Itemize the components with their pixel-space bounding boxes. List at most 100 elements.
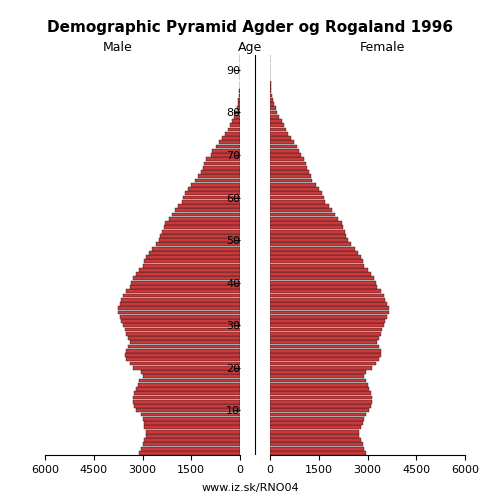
Bar: [191, 183, 240, 186]
Bar: [122, 319, 240, 323]
Bar: [141, 370, 240, 374]
Bar: [270, 94, 272, 98]
Bar: [183, 196, 240, 200]
Bar: [270, 124, 284, 127]
Bar: [270, 374, 364, 378]
Bar: [206, 158, 240, 161]
Bar: [142, 374, 240, 378]
Bar: [136, 408, 240, 412]
Text: Female: Female: [360, 41, 405, 54]
Bar: [126, 290, 240, 293]
Bar: [142, 264, 240, 268]
Bar: [270, 353, 380, 357]
Bar: [270, 174, 310, 178]
Bar: [222, 136, 240, 140]
Bar: [142, 442, 240, 446]
Bar: [130, 340, 240, 344]
Bar: [270, 140, 293, 144]
Text: Demographic Pyramid Agder og Rogaland 1996: Demographic Pyramid Agder og Rogaland 19…: [47, 20, 453, 35]
Bar: [270, 404, 371, 408]
Bar: [130, 285, 240, 289]
Bar: [128, 344, 240, 348]
Bar: [136, 387, 240, 391]
Bar: [226, 132, 240, 136]
Bar: [160, 234, 240, 238]
Bar: [270, 238, 348, 242]
Bar: [182, 200, 240, 203]
Bar: [270, 234, 346, 238]
Bar: [228, 128, 240, 132]
Bar: [270, 178, 312, 182]
Bar: [270, 285, 378, 289]
Bar: [270, 412, 366, 416]
Bar: [204, 162, 240, 166]
Bar: [270, 226, 343, 230]
Bar: [270, 132, 288, 136]
Bar: [237, 106, 240, 110]
Bar: [270, 396, 372, 400]
Bar: [270, 344, 379, 348]
Bar: [120, 315, 240, 318]
Bar: [270, 246, 354, 250]
Bar: [156, 242, 240, 246]
Bar: [123, 294, 240, 298]
Bar: [152, 246, 240, 250]
Bar: [270, 383, 368, 386]
Bar: [134, 404, 240, 408]
Bar: [142, 417, 240, 420]
Bar: [133, 366, 240, 370]
Bar: [130, 362, 240, 366]
Bar: [165, 221, 240, 225]
Bar: [270, 255, 361, 259]
Bar: [212, 149, 240, 152]
Bar: [270, 170, 309, 174]
Bar: [270, 268, 368, 272]
Bar: [270, 362, 376, 366]
Bar: [270, 442, 362, 446]
Bar: [270, 434, 360, 438]
Bar: [159, 238, 240, 242]
Bar: [118, 306, 240, 310]
Bar: [270, 221, 342, 225]
Bar: [270, 340, 378, 344]
Bar: [270, 115, 280, 118]
Bar: [270, 310, 388, 314]
Bar: [239, 90, 240, 93]
Bar: [239, 94, 240, 98]
Bar: [270, 378, 366, 382]
Bar: [123, 324, 240, 327]
Bar: [211, 153, 240, 157]
Bar: [138, 383, 240, 386]
Bar: [270, 110, 278, 114]
Bar: [146, 255, 240, 259]
Bar: [270, 430, 360, 434]
Bar: [198, 174, 240, 178]
Bar: [270, 276, 374, 280]
Bar: [234, 115, 240, 118]
Bar: [270, 212, 335, 216]
Bar: [270, 204, 328, 208]
Bar: [270, 208, 332, 212]
Bar: [216, 144, 240, 148]
Bar: [270, 144, 296, 148]
Bar: [270, 230, 345, 234]
Bar: [270, 358, 379, 361]
Text: Age: Age: [238, 41, 262, 54]
Bar: [128, 336, 240, 340]
Bar: [270, 451, 366, 455]
Bar: [139, 451, 240, 455]
Bar: [238, 98, 240, 102]
Bar: [270, 136, 291, 140]
Bar: [270, 242, 351, 246]
Bar: [126, 358, 240, 361]
Bar: [270, 149, 299, 152]
Bar: [270, 187, 319, 191]
Bar: [270, 387, 369, 391]
Bar: [270, 196, 324, 200]
Bar: [270, 260, 362, 264]
Bar: [162, 230, 240, 234]
Bar: [270, 417, 364, 420]
Bar: [270, 153, 301, 157]
Bar: [238, 102, 240, 106]
Bar: [133, 276, 240, 280]
